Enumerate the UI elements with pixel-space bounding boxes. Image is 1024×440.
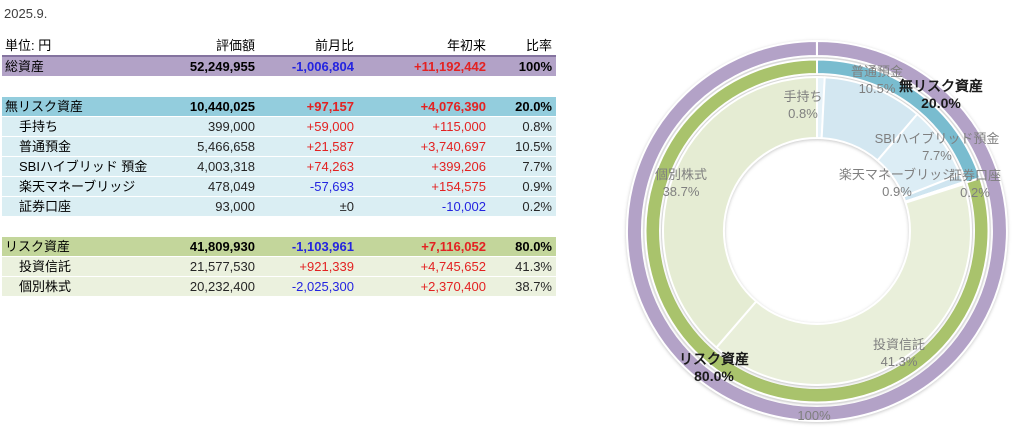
row-ratio: 0.8% <box>522 119 552 134</box>
unit-label: 単位: 円 <box>5 38 52 53</box>
col-header-mom: 前月比 <box>314 38 354 53</box>
row-ytd: +3,740,697 <box>420 139 486 154</box>
row-label: 総資産 <box>5 59 45 74</box>
table-header-row: 単位: 円 評価額 前月比 年初来 比率 <box>2 38 556 57</box>
donut-segment-total-0: 総資産 100% <box>625 40 1008 422</box>
donut-label-1: 普通預金 10.5% <box>851 64 903 96</box>
donut-label-5: 証券口座 0.2% <box>949 168 1001 200</box>
row-mom: -1,103,961 <box>291 239 354 254</box>
row-mom: +21,587 <box>306 139 354 154</box>
row-mom: +921,339 <box>299 259 354 274</box>
row-value: 4,003,318 <box>197 159 255 174</box>
row-label: 普通預金 <box>19 139 72 154</box>
row-ytd: +7,116,052 <box>421 239 486 254</box>
row-label: 楽天マネーブリッジ <box>19 179 136 194</box>
donut-svg: 総資産 100%無リスク資産 20.0%リスク資産 80.0%手持ち 0.8%普… <box>625 40 1008 423</box>
col-header-ytd: 年初来 <box>446 38 486 53</box>
row-value: 93,000 <box>215 199 255 214</box>
row-ratio: 7.7% <box>522 159 552 174</box>
donut-segment-breakdown-5: 投資信託 41.3% <box>715 183 972 386</box>
table-spacer <box>2 217 556 237</box>
row-label: 投資信託 <box>19 259 72 274</box>
row-value: 5,466,658 <box>197 139 255 154</box>
row-label: 無リスク資産 <box>5 99 84 114</box>
row-value: 41,809,930 <box>189 239 255 254</box>
donut-label-8: リスク資産 80.0% <box>679 351 749 384</box>
donut-label-0: 手持ち 0.8% <box>783 89 822 121</box>
row-value: 10,440,025 <box>189 99 255 114</box>
donut-ring-total: 総資産 100% <box>625 40 1008 422</box>
donut-label-6: 個別株式 38.7% <box>655 167 707 199</box>
donut-segment-breakdown-6: 個別株式 38.7% <box>662 76 818 349</box>
row-ratio: 38.7% <box>515 279 552 294</box>
donut-label-2: 無リスク資産 20.0% <box>899 78 983 111</box>
row-label: 手持ち <box>19 119 59 134</box>
row-ytd: +2,370,400 <box>420 279 486 294</box>
row-label: 証券口座 <box>19 199 72 214</box>
table-row: 手持ち 399,000 +59,000 +115,000 0.8% <box>2 117 556 137</box>
row-mom: +59,000 <box>306 119 354 134</box>
col-header-ratio: 比率 <box>525 38 552 53</box>
table-row: 個別株式 20,232,400 -2,025,300 +2,370,400 38.7% <box>2 277 556 297</box>
donut-ring-breakdown: 手持ち 0.8%普通預金 10.5%SBIハイブリッド預金 7.7%楽天マネーブ… <box>662 75 972 386</box>
row-ratio: 0.9% <box>522 179 552 194</box>
table-row: 証券口座 93,000 ±0 -10,002 0.2% <box>2 197 556 217</box>
row-mom: -2,025,300 <box>291 279 354 294</box>
table-row: SBIハイブリッド 預金 4,003,318 +74,263 +399,206 7.7% <box>2 157 556 177</box>
table-body: 総資産 52,249,955 -1,006,804 +11,192,442 100% 無リ… <box>2 57 556 297</box>
row-ytd: -10,002 <box>441 199 486 214</box>
row-mom: -1,006,804 <box>291 59 354 74</box>
row-value: 399,000 <box>208 119 255 134</box>
table-row: 総資産 52,249,955 -1,006,804 +11,192,442 100% <box>2 57 556 77</box>
row-ratio: 41.3% <box>515 259 552 274</box>
row-value: 20,232,400 <box>189 279 255 294</box>
table-row: 投資信託 21,577,530 +921,339 +4,745,652 41.3% <box>2 257 556 277</box>
row-ratio: 80.0% <box>515 239 552 254</box>
table-row: 普通預金 5,466,658 +21,587 +3,740,697 10.5% <box>2 137 556 157</box>
row-mom: -57,693 <box>309 179 354 194</box>
row-ytd: +11,192,442 <box>414 59 486 74</box>
donut-label-9: 100% <box>797 408 831 423</box>
donut-ring-category: 無リスク資産 20.0%リスク資産 80.0% <box>644 58 990 404</box>
row-ratio: 100% <box>518 59 552 74</box>
donut-label-3: SBIハイブリッド預金 7.7% <box>875 131 1000 163</box>
row-ratio: 10.5% <box>515 139 552 154</box>
col-header-value: 評価額 <box>215 38 255 53</box>
row-label: リスク資産 <box>5 239 71 254</box>
row-mom: +97,157 <box>306 99 354 114</box>
row-value: 21,577,530 <box>189 259 255 274</box>
row-label: 個別株式 <box>19 279 72 294</box>
table-spacer <box>2 77 556 97</box>
asset-table: 単位: 円 評価額 前月比 年初来 比率 総資産 52,249,955 -1,006… <box>2 38 556 297</box>
row-mom: ±0 <box>339 199 354 214</box>
row-ytd: +115,000 <box>432 119 486 134</box>
report-date: 2025.9. <box>4 6 48 21</box>
table-row: 無リスク資産 10,440,025 +97,157 +4,076,390 20.0% <box>2 97 556 117</box>
table-row: リスク資産 41,809,930 -1,103,961 +7,116,052 80.0% <box>2 237 556 257</box>
row-mom: +74,263 <box>306 159 354 174</box>
row-ratio: 20.0% <box>515 99 552 114</box>
allocation-donut-chart: 総資産 100%無リスク資産 20.0%リスク資産 80.0%手持ち 0.8%普… <box>621 35 1013 437</box>
donut-label-4: 楽天マネーブリッジ 0.9% <box>839 167 955 199</box>
row-ytd: +4,745,652 <box>420 259 486 274</box>
row-value: 478,049 <box>208 179 255 194</box>
donut-segment-category-1: リスク資産 80.0% <box>644 58 990 404</box>
donut-label-7: 投資信託 41.3% <box>873 337 925 369</box>
row-label: SBIハイブリッド 預金 <box>19 159 148 174</box>
row-ratio: 0.2% <box>522 199 552 214</box>
row-value: 52,249,955 <box>189 59 255 74</box>
table-row: 楽天マネーブリッジ 478,049 -57,693 +154,575 0.9% <box>2 177 556 197</box>
row-ytd: +399,206 <box>431 159 486 174</box>
row-ytd: +4,076,390 <box>420 99 486 114</box>
row-ytd: +154,575 <box>431 179 486 194</box>
